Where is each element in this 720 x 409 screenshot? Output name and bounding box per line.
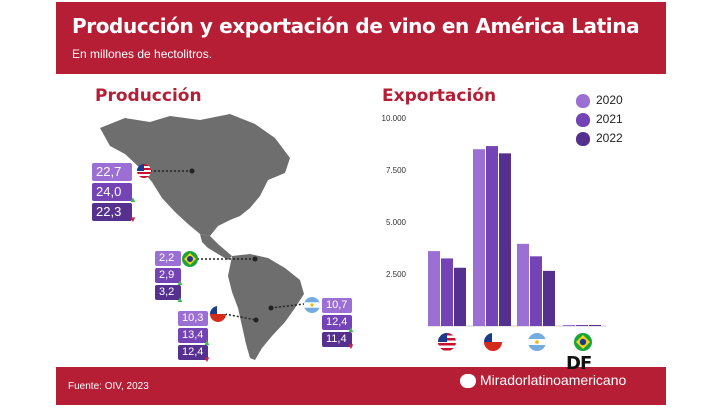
y-tick-label: 2.500: [386, 270, 407, 279]
chat-bubble-icon: [460, 374, 476, 389]
brazil-2020-value: 2,2: [155, 251, 181, 266]
grape-2022-icon: [576, 131, 590, 146]
brazil-2022-value: 3,2: [155, 285, 181, 300]
usa-2022-down-arrow-icon: ▼: [129, 215, 137, 224]
chart-argentina-flag-icon: [528, 333, 546, 351]
argentina-2021-value: 12,4: [322, 315, 352, 330]
y-tick-label: 7.500: [386, 166, 407, 175]
bar-argentina-2020: [517, 243, 529, 326]
y-tick-label: 10.000: [382, 114, 407, 123]
legend-label-2022: 2022: [596, 131, 623, 145]
brazil-2022-up-arrow-icon: ▲: [176, 295, 184, 304]
footer-banner: [56, 367, 666, 405]
chart-usa-flag-icon: [438, 333, 456, 351]
usa-2020-value: 22,7: [92, 163, 132, 181]
legend-label-2021: 2021: [596, 112, 623, 126]
americas-map: [100, 114, 304, 360]
argentina-2020-value: 10,7: [322, 298, 352, 313]
argentina-flag-icon: [304, 297, 320, 313]
argentina-2021-up-arrow-icon: ▲: [347, 325, 355, 334]
legend-item-2020: 2020: [576, 93, 623, 108]
page-title: Producción y exportación de vino en Amér…: [72, 14, 640, 38]
bar-brasil-2020: [563, 324, 575, 326]
legend-label-2020: 2020: [596, 93, 623, 107]
brazil-2021-up-arrow-icon: ▲: [176, 278, 184, 287]
usa-2021-up-arrow-icon: ▲: [129, 195, 137, 204]
argentina-2022-value: 11,4: [322, 332, 352, 347]
brazil-2021-value: 2,9: [155, 268, 181, 283]
y-tick-label: 5.000: [386, 218, 407, 227]
bar-argentina-2021: [530, 256, 542, 326]
usa-2022-value: 22,3: [92, 203, 132, 221]
production-heading: Producción: [95, 86, 202, 106]
usa-flag-icon: [137, 164, 151, 178]
central-america-shape: [200, 234, 232, 260]
bar-brasil-2022: [589, 324, 601, 326]
chart-brazil-flag-icon: [574, 333, 592, 351]
usa-2021-value: 24,0: [92, 183, 132, 201]
chart-chile-flag-icon: [484, 333, 502, 351]
argentina-2022-down-arrow-icon: ▼: [347, 342, 355, 351]
south-america-shape: [228, 254, 304, 360]
bar-chile-2021: [486, 146, 498, 326]
export-heading: Exportación: [382, 86, 497, 106]
grape-2021-icon: [576, 112, 590, 127]
north-america-shape: [100, 114, 290, 236]
source-note: Fuente: OIV, 2023: [68, 381, 149, 392]
chile-flag-icon: [210, 306, 226, 322]
df-logo: DF: [566, 353, 592, 374]
bar-brasil-2021: [576, 324, 588, 326]
chile-2020-value: 10,3: [178, 311, 208, 326]
grape-2020-icon: [576, 93, 590, 108]
export-bar-chart: 10.000 7.500 5.000 2.500: [382, 114, 606, 327]
bar-usa-2022: [454, 267, 466, 326]
chile-2022-down-arrow-icon: ▼: [203, 355, 211, 364]
title-banner: [56, 2, 666, 74]
watermark-text: Miradorlatinoamericano: [480, 372, 627, 388]
watermark: Miradorlatinoamericano: [460, 372, 627, 389]
chile-2022-value: 12,4: [178, 345, 208, 360]
legend-item-2022: 2022: [576, 131, 623, 146]
bar-usa-2021: [441, 258, 453, 326]
chile-2021-value: 13,4: [178, 328, 208, 343]
legend-item-2021: 2021: [576, 112, 623, 127]
brazil-flag-icon: [182, 251, 198, 267]
bar-usa-2020: [428, 251, 440, 326]
bar-chile-2020: [473, 149, 485, 326]
bar-chile-2022: [499, 153, 511, 326]
chile-2021-up-arrow-icon: ▲: [203, 338, 211, 347]
page-subtitle: En millones de hectolitros.: [72, 47, 213, 61]
bar-argentina-2022: [543, 270, 555, 326]
